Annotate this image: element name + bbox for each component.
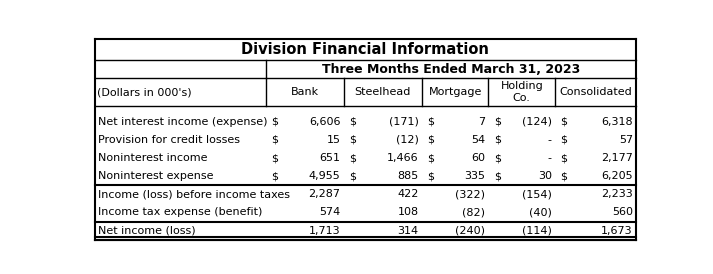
Text: 422: 422: [397, 189, 419, 199]
Text: (240): (240): [455, 226, 485, 236]
Text: (114): (114): [522, 226, 552, 236]
Text: Income tax expense (benefit): Income tax expense (benefit): [98, 207, 262, 218]
Text: 15: 15: [327, 135, 340, 145]
Text: Holding
Co.: Holding Co.: [501, 81, 543, 103]
Text: 2,177: 2,177: [601, 153, 633, 163]
Text: (82): (82): [462, 207, 485, 218]
Text: 335: 335: [464, 171, 485, 181]
Text: 2,287: 2,287: [309, 189, 340, 199]
Text: $: $: [271, 153, 278, 163]
Text: (171): (171): [389, 117, 419, 127]
Text: (322): (322): [455, 189, 485, 199]
Text: 7: 7: [478, 117, 485, 127]
Text: $: $: [271, 117, 278, 127]
Text: $: $: [271, 135, 278, 145]
Text: Division Financial Information: Division Financial Information: [242, 42, 489, 57]
Text: 4,955: 4,955: [309, 171, 340, 181]
Text: Three Months Ended March 31, 2023: Three Months Ended March 31, 2023: [322, 63, 580, 76]
Text: 560: 560: [612, 207, 633, 218]
Text: 108: 108: [397, 207, 419, 218]
Text: 2,233: 2,233: [601, 189, 633, 199]
Text: 54: 54: [471, 135, 485, 145]
Text: 314: 314: [397, 226, 419, 236]
Text: 60: 60: [471, 153, 485, 163]
Text: (124): (124): [522, 117, 552, 127]
Text: 6,606: 6,606: [309, 117, 340, 127]
Text: Mortgage: Mortgage: [429, 87, 482, 97]
Text: $: $: [427, 153, 434, 163]
Text: $: $: [494, 117, 501, 127]
Text: (Dollars in 000's): (Dollars in 000's): [98, 87, 192, 97]
Text: $: $: [349, 153, 356, 163]
Text: -: -: [548, 153, 552, 163]
Text: $: $: [560, 117, 568, 127]
Text: Consolidated: Consolidated: [559, 87, 632, 97]
Text: $: $: [494, 153, 501, 163]
Text: $: $: [349, 117, 356, 127]
Text: Net income (loss): Net income (loss): [98, 226, 195, 236]
Text: 57: 57: [619, 135, 633, 145]
Text: $: $: [427, 117, 434, 127]
Text: $: $: [494, 135, 501, 145]
Text: $: $: [349, 171, 356, 181]
Text: Net interest income (expense): Net interest income (expense): [98, 117, 267, 127]
Text: $: $: [560, 153, 568, 163]
Text: 6,205: 6,205: [601, 171, 633, 181]
Text: 1,713: 1,713: [309, 226, 340, 236]
Text: (40): (40): [529, 207, 552, 218]
Text: $: $: [560, 135, 568, 145]
Text: Steelhead: Steelhead: [354, 87, 411, 97]
Text: 1,466: 1,466: [387, 153, 419, 163]
Text: (154): (154): [522, 189, 552, 199]
Text: Noninterest expense: Noninterest expense: [98, 171, 213, 181]
Text: 574: 574: [319, 207, 340, 218]
Text: 885: 885: [397, 171, 419, 181]
Text: 6,318: 6,318: [601, 117, 633, 127]
Text: Provision for credit losses: Provision for credit losses: [98, 135, 240, 145]
Text: Bank: Bank: [290, 87, 319, 97]
Text: 30: 30: [538, 171, 552, 181]
Text: 651: 651: [319, 153, 340, 163]
Text: Income (loss) before income taxes: Income (loss) before income taxes: [98, 189, 290, 199]
Text: Noninterest income: Noninterest income: [98, 153, 207, 163]
Text: $: $: [494, 171, 501, 181]
Text: $: $: [560, 171, 568, 181]
Text: $: $: [271, 171, 278, 181]
Text: $: $: [427, 171, 434, 181]
Text: (12): (12): [396, 135, 419, 145]
Text: -: -: [548, 135, 552, 145]
Text: $: $: [427, 135, 434, 145]
Text: 1,673: 1,673: [601, 226, 633, 236]
Text: $: $: [349, 135, 356, 145]
